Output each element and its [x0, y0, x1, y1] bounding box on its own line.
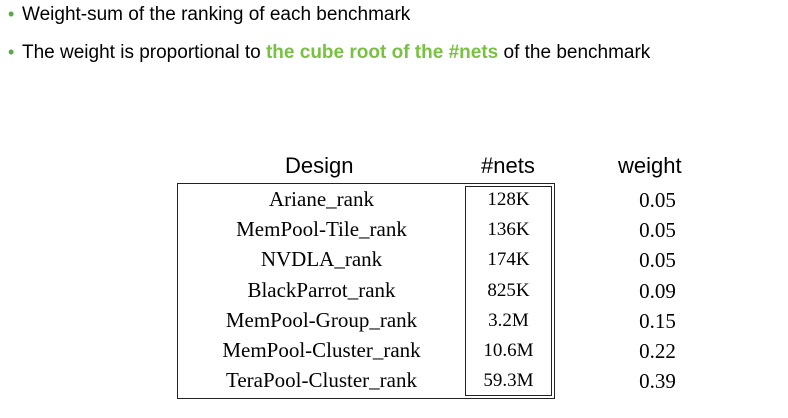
column-header-nets: #nets — [481, 153, 535, 178]
cell-weight: 0.22 — [639, 339, 676, 363]
bullet-text-suffix: of the benchmark — [498, 42, 651, 63]
bullet-text-prefix: The weight is proportional to — [22, 42, 266, 63]
cell-weight: 0.05 — [639, 218, 676, 243]
bullet-text-highlight: the cube root of the #nets — [265, 42, 499, 63]
cell-nets: 174K — [487, 249, 530, 271]
bullet-dot-icon: • — [8, 4, 15, 24]
bullet-item: • Weight-sum of the ranking of each bench… — [8, 2, 410, 27]
cell-design: TeraPool-Cluster_rank — [226, 368, 417, 393]
column-header-weight: weight — [618, 153, 682, 178]
cell-design: BlackParrot_rank — [247, 277, 396, 302]
cell-design: MemPool-Group_rank — [225, 307, 418, 332]
cell-nets: 825K — [487, 279, 530, 301]
cell-weight: 0.09 — [639, 278, 676, 303]
column-header-design: Design — [285, 153, 354, 178]
cell-weight: 0.05 — [639, 248, 676, 273]
nets-column-border — [465, 186, 552, 396]
cell-design: MemPool-Cluster_rank — [222, 338, 421, 362]
cell-weight: 0.15 — [639, 308, 676, 333]
cell-nets: 3.2M — [488, 309, 529, 331]
table-outer-border — [177, 183, 555, 399]
cell-nets: 59.3M — [483, 370, 534, 392]
cell-nets: 10.6M — [483, 340, 534, 361]
bullet-text: Weight-sum of the ranking of each benchm… — [22, 4, 411, 25]
cell-design: MemPool-Tile_rank — [236, 217, 407, 242]
bullet-dot-icon: • — [8, 42, 15, 62]
cell-design: NVDLA_rank — [260, 247, 383, 272]
cell-design: Ariane_rank — [269, 187, 374, 211]
cell-weight: 0.39 — [639, 369, 676, 394]
cell-nets: 136K — [487, 219, 530, 241]
cell-weight: 0.05 — [639, 188, 676, 212]
bullet-item: • The weight is proportional to the cube … — [8, 40, 650, 65]
cell-nets: 128K — [487, 189, 530, 210]
